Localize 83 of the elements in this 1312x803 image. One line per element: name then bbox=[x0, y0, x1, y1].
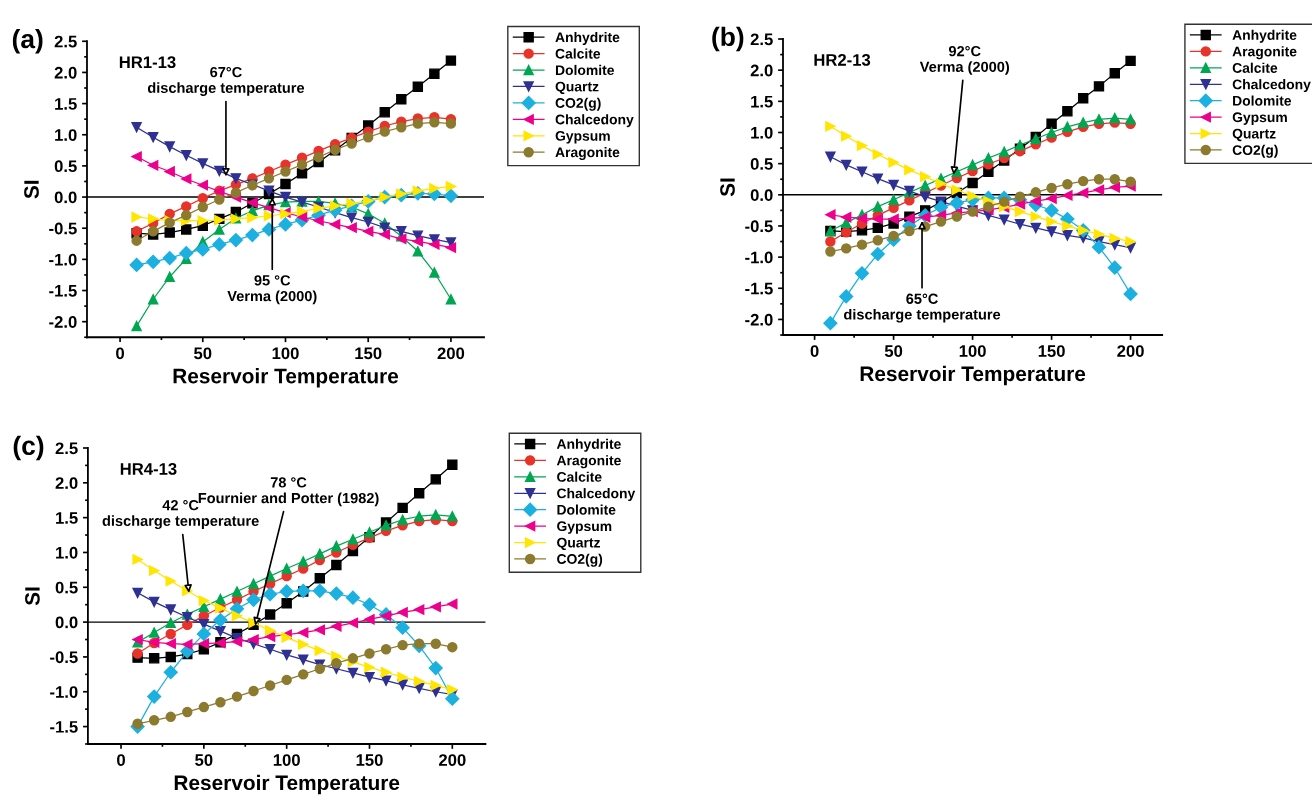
y-tick-label: 2.0 bbox=[54, 66, 77, 79]
y-tick-label: 1.0 bbox=[751, 126, 773, 139]
x-tick-label: 200 bbox=[1117, 345, 1144, 357]
legend-label: Quartz bbox=[555, 81, 599, 95]
legend-label: Anhydrite bbox=[555, 32, 620, 45]
legend-label: CO2(g) bbox=[555, 97, 601, 111]
y-tick-label: 1.0 bbox=[55, 129, 77, 141]
x-tick-label: 100 bbox=[273, 754, 300, 766]
legend-label: Chalcedony bbox=[555, 114, 634, 128]
x-tick-label: 50 bbox=[195, 754, 213, 766]
y-tick-label: 1.5 bbox=[751, 95, 773, 108]
x-axis-title: Reservoir Temperature bbox=[860, 365, 1086, 386]
legend-label: Aragonite bbox=[1232, 46, 1297, 60]
y-tick-label: -0.5 bbox=[50, 651, 78, 664]
chart-title: (a) bbox=[12, 28, 43, 54]
x-tick-label: 0 bbox=[810, 345, 819, 357]
y-tick-label: -1.0 bbox=[49, 253, 77, 266]
y-axis-title: SI bbox=[720, 178, 735, 197]
legend-label: Dolomite bbox=[555, 64, 614, 76]
y-tick-label: 0.5 bbox=[54, 160, 77, 173]
x-tick-label: 200 bbox=[438, 754, 466, 766]
x-tick-label: 150 bbox=[356, 754, 383, 766]
y-tick-label: -0.5 bbox=[745, 220, 773, 233]
legend-label: Calcite bbox=[1232, 62, 1278, 73]
y-tick-label: 2.0 bbox=[55, 477, 78, 490]
y-axis-title: SI bbox=[25, 587, 40, 606]
legend-label: Chalcedony bbox=[557, 488, 636, 502]
legend-label: Quartz bbox=[557, 537, 600, 551]
legend-label: Aragonite bbox=[556, 455, 621, 469]
annotation: 65°C discharge temperature bbox=[844, 293, 1001, 323]
x-tick-label: 100 bbox=[959, 345, 986, 357]
x-tick-label: 100 bbox=[272, 347, 299, 360]
y-tick-label: 2.0 bbox=[750, 64, 773, 77]
y-tick-label: -2.0 bbox=[49, 316, 77, 328]
x-tick-label: 50 bbox=[884, 345, 903, 357]
y-tick-label: 1.5 bbox=[55, 98, 77, 110]
y-tick-label: -2.0 bbox=[745, 313, 773, 326]
x-tick-label: 50 bbox=[194, 347, 212, 360]
legend-label: Dolomite bbox=[557, 504, 616, 515]
y-tick-label: -1.5 bbox=[49, 285, 77, 297]
legend-label: Dolomite bbox=[1233, 95, 1292, 106]
x-tick-label: 0 bbox=[117, 754, 125, 766]
text: HR1-13 bbox=[119, 56, 176, 69]
y-tick-label: -1.0 bbox=[50, 686, 78, 698]
x-tick-label: 200 bbox=[437, 347, 465, 360]
y-tick-label: 2.5 bbox=[55, 442, 78, 455]
y-tick-label: -0.5 bbox=[49, 222, 77, 235]
chart-title: (c) bbox=[13, 435, 44, 461]
x-tick-label: 150 bbox=[1038, 345, 1065, 357]
legend-label: CO2(g) bbox=[557, 553, 603, 567]
legend-label: CO2(g) bbox=[1232, 144, 1278, 158]
y-tick-label: 0.0 bbox=[54, 191, 77, 204]
x-axis-title: Reservoir Temperature bbox=[174, 774, 400, 795]
legend-label: Chalcedony bbox=[1232, 79, 1311, 93]
text: HR4-13 bbox=[120, 462, 177, 475]
legend-label: Gypsum bbox=[557, 521, 612, 534]
legend-label: Calcite bbox=[557, 471, 602, 482]
text: HR2-13 bbox=[814, 54, 871, 66]
legend-label: Quartz bbox=[1232, 128, 1276, 142]
y-tick-label: 2.5 bbox=[54, 35, 77, 48]
y-tick-label: -1.0 bbox=[745, 251, 773, 264]
annotation: 92°C Verma (2000) bbox=[919, 45, 1010, 75]
legend-label: Anhydrite bbox=[1232, 29, 1297, 43]
x-axis-title: Reservoir Temperature bbox=[173, 368, 399, 388]
y-tick-label: -1.5 bbox=[745, 282, 773, 295]
legend-label: Aragonite bbox=[555, 147, 620, 161]
y-tick-label: 0.5 bbox=[55, 581, 78, 594]
y-tick-label: 1.0 bbox=[56, 546, 78, 559]
y-tick-label: 1.5 bbox=[56, 512, 78, 524]
y-tick-label: 0.0 bbox=[55, 616, 78, 629]
y-axis-title: SI bbox=[24, 180, 39, 199]
legend-label: Gypsum bbox=[555, 130, 610, 144]
y-tick-label: -1.5 bbox=[50, 721, 78, 733]
annotation: 95 °C Verma (2000) bbox=[227, 275, 317, 305]
x-tick-label: 0 bbox=[116, 347, 125, 360]
chart-title: (b) bbox=[712, 26, 744, 52]
y-tick-label: 0.0 bbox=[750, 189, 773, 202]
y-tick-label: 0.5 bbox=[750, 158, 773, 170]
y-tick-label: 2.5 bbox=[750, 33, 773, 46]
x-tick-label: 150 bbox=[355, 347, 382, 360]
legend-label: Anhydrite bbox=[556, 438, 621, 452]
legend-label: Calcite bbox=[555, 48, 601, 59]
legend-label: Gypsum bbox=[1232, 112, 1287, 125]
